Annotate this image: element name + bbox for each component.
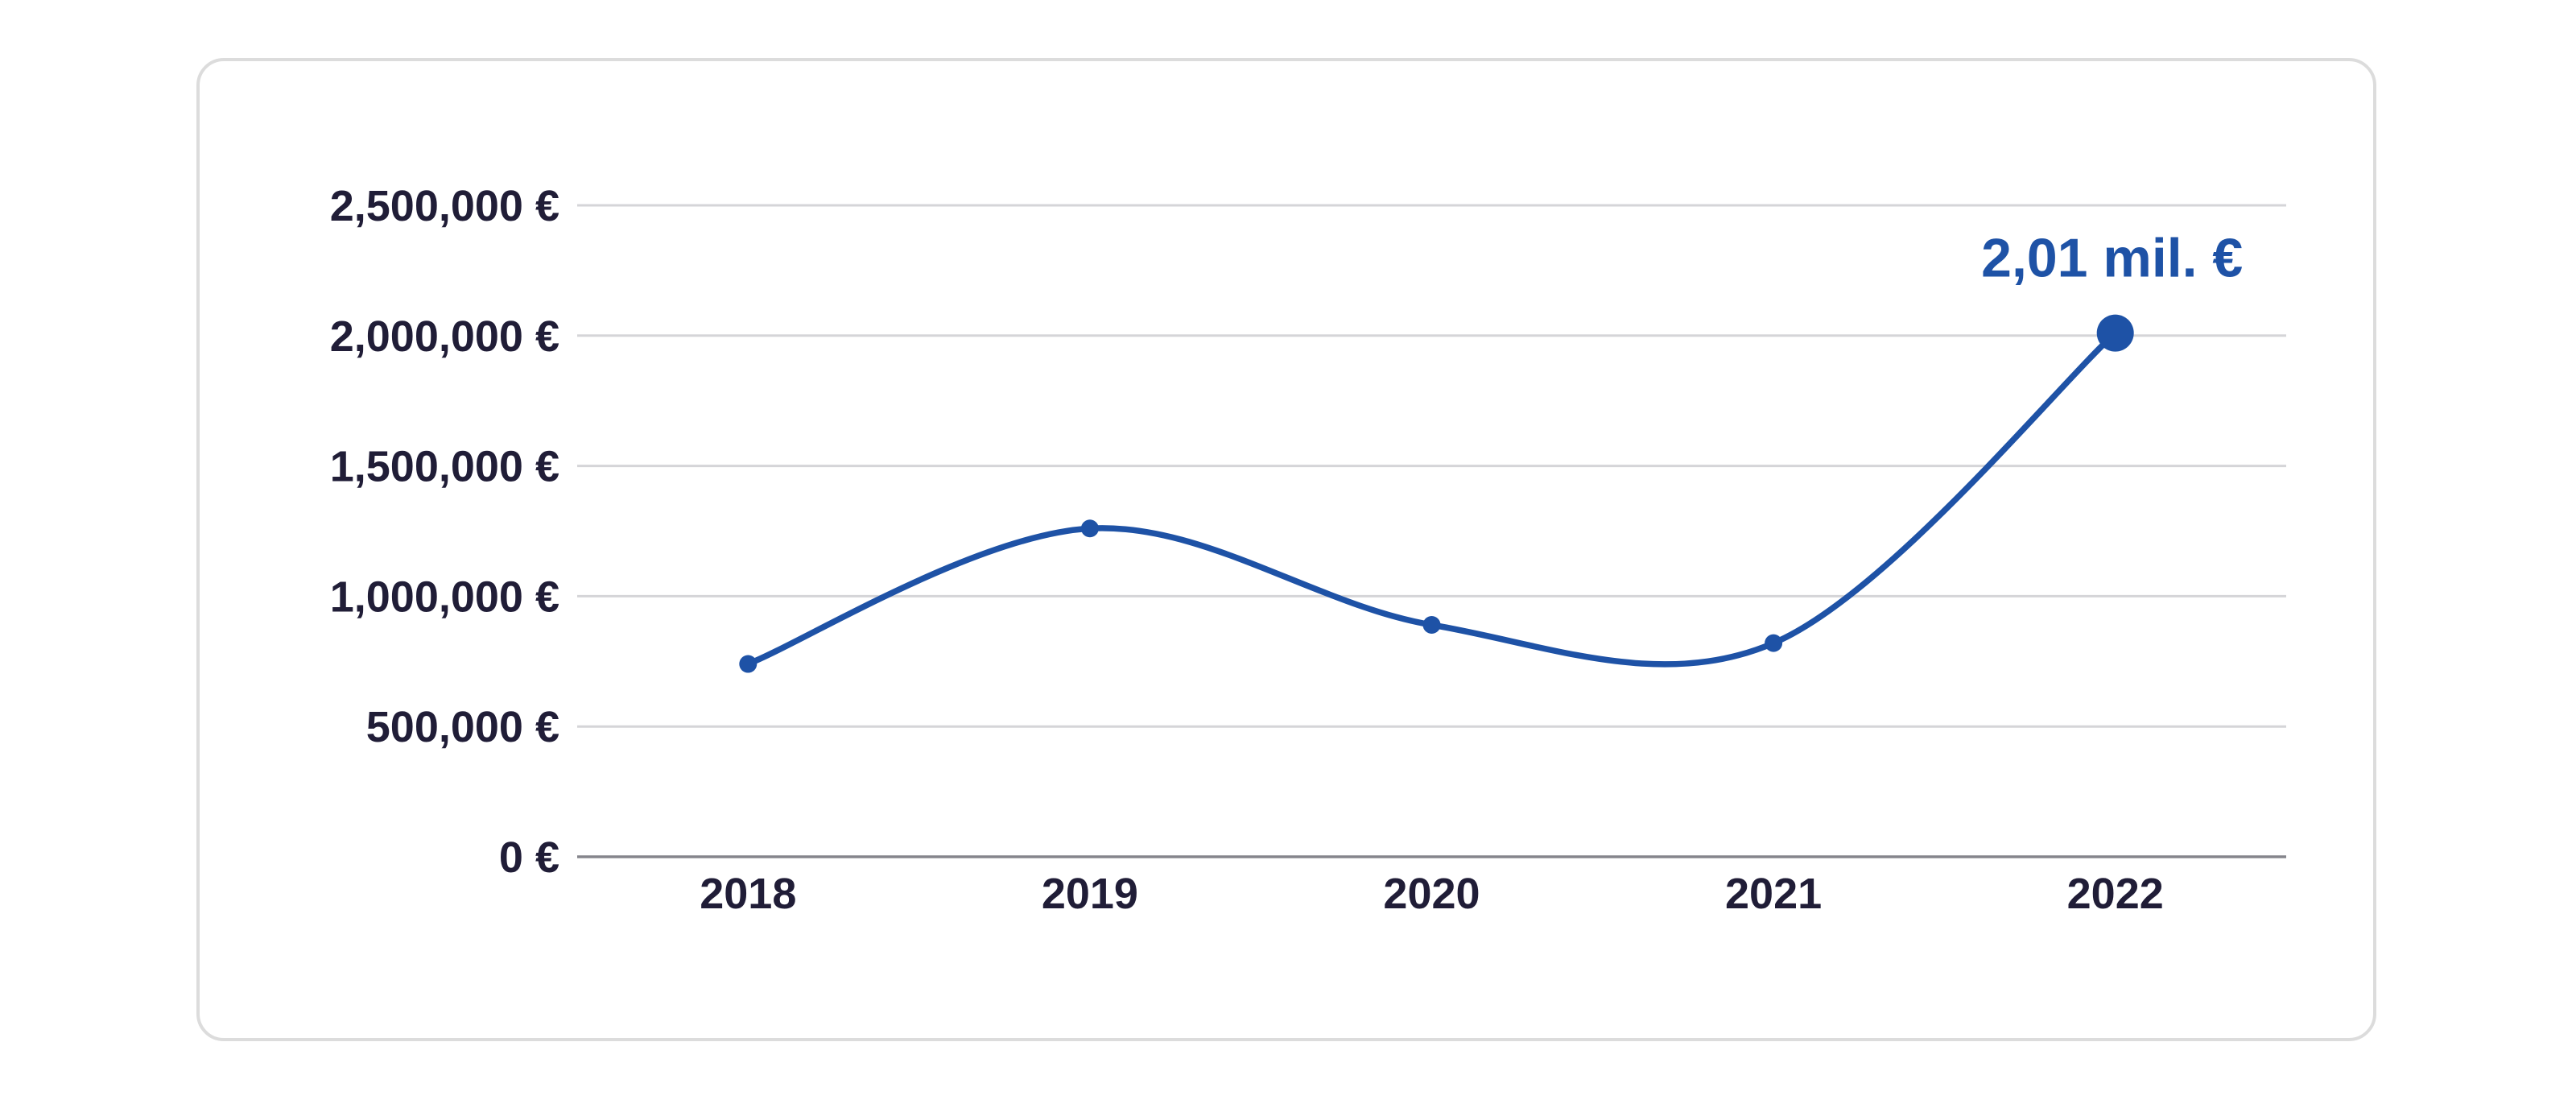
data-point-2018 — [739, 655, 758, 673]
x-tick-label: 2022 — [2067, 870, 2164, 918]
y-tick-label: 0 € — [499, 833, 559, 882]
series-line — [745, 329, 2119, 668]
data-point-2020 — [1422, 615, 1441, 634]
y-tick-label: 1,000,000 € — [330, 573, 559, 621]
annotation-label: 2,01 mil. € — [1981, 228, 2243, 289]
x-tick-label: 2020 — [1383, 870, 1480, 918]
x-tick-label: 2019 — [1042, 870, 1138, 918]
data-point-2021 — [1765, 634, 1783, 652]
x-tick-label: 2018 — [700, 870, 796, 918]
data-point-2022 — [2096, 314, 2134, 352]
chart-card — [196, 58, 2376, 1041]
y-tick-label: 500,000 € — [366, 703, 559, 751]
y-tick-label: 1,500,000 € — [330, 443, 559, 491]
y-tick-label: 2,000,000 € — [330, 312, 559, 361]
x-tick-label: 2021 — [1725, 870, 1822, 918]
data-point-2019 — [1080, 519, 1099, 538]
y-tick-label: 2,500,000 € — [330, 182, 559, 230]
